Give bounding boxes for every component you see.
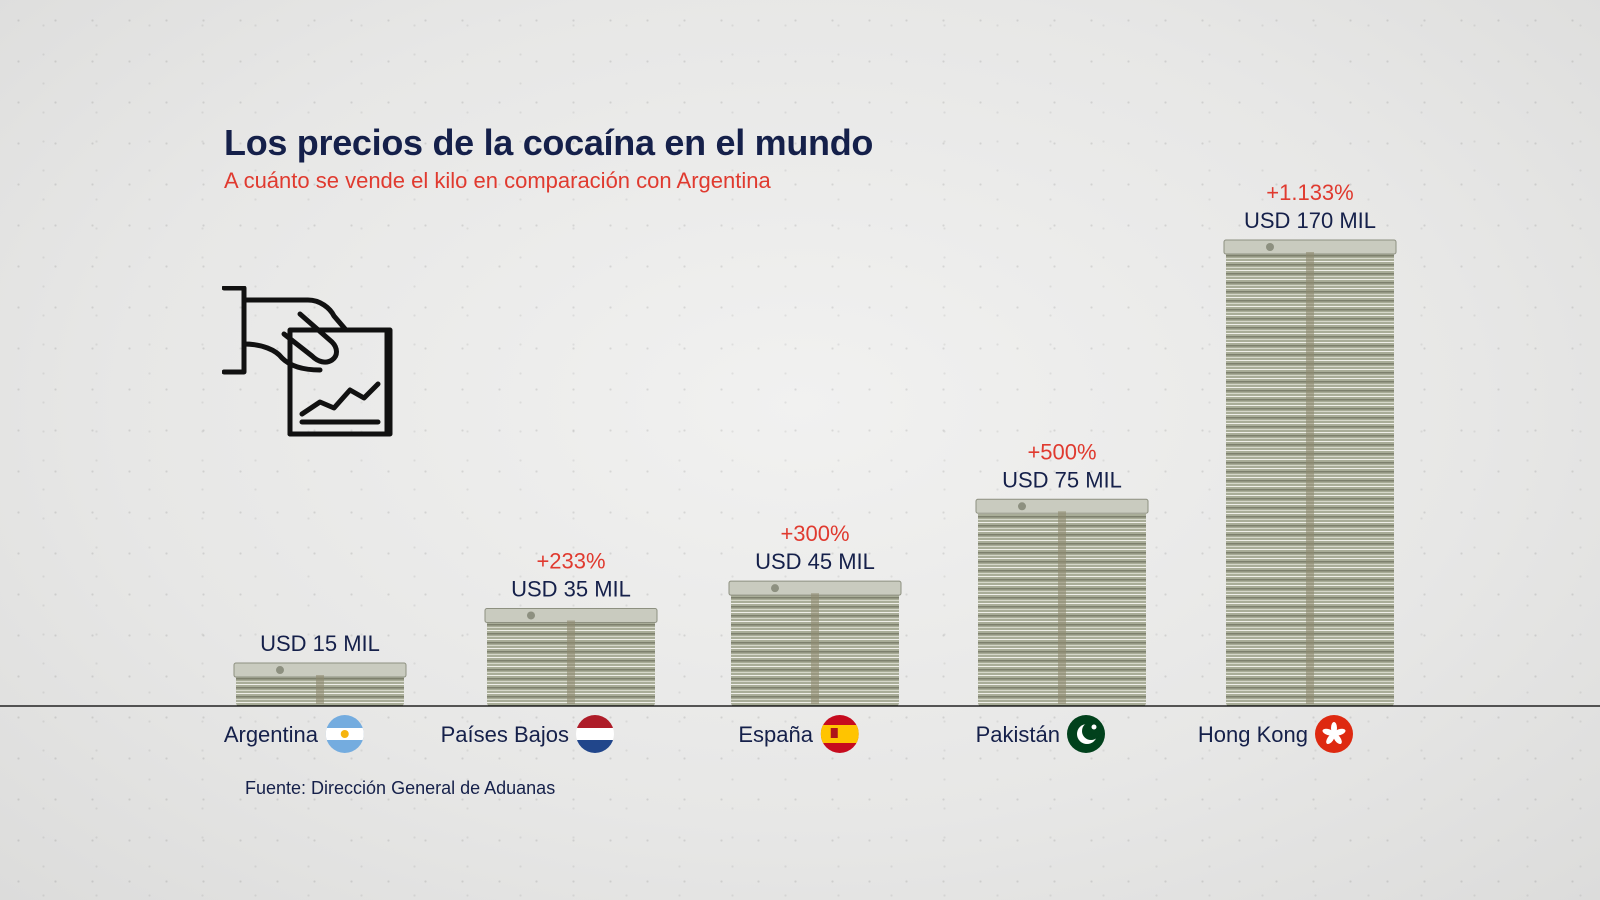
bar-top-bill-2	[728, 580, 902, 596]
chart-title: Los precios de la cocaína en el mundo	[224, 122, 874, 163]
bill-portrait-0	[276, 666, 284, 675]
value-label-3: USD 75 MIL	[1002, 467, 1122, 492]
value-label-0: USD 15 MIL	[260, 631, 380, 656]
chart-subtitle: A cuánto se vende el kilo en comparación…	[224, 168, 771, 193]
bar-strap-1	[567, 620, 575, 704]
pct-label-3: +500%	[1027, 439, 1096, 464]
value-label-1: USD 35 MIL	[511, 576, 631, 601]
bill-portrait-3	[1018, 502, 1026, 511]
category-label-0: Argentina	[224, 722, 319, 747]
pct-label-1: +233%	[536, 548, 605, 573]
bar-strap-4	[1306, 252, 1314, 704]
pakistan-flag-icon	[1067, 715, 1105, 753]
value-label-4: USD 170 MIL	[1244, 208, 1376, 233]
bar-strap-2	[811, 593, 819, 704]
bar-top-bill-3	[975, 498, 1149, 514]
category-label-2: España	[738, 722, 813, 747]
bill-portrait-1	[527, 611, 535, 620]
category-label-4: Hong Kong	[1198, 722, 1308, 747]
source-note: Fuente: Dirección General de Aduanas	[245, 778, 556, 798]
bill-portrait-4	[1266, 243, 1274, 251]
bars-group	[233, 239, 1397, 706]
netherlands-flag-icon	[576, 715, 614, 753]
bar-strap-0	[316, 675, 324, 704]
spain-flag-icon	[820, 715, 859, 753]
hand-drawing-chart-icon	[222, 286, 393, 437]
argentina-flag-icon	[325, 715, 364, 753]
value-label-2: USD 45 MIL	[755, 549, 875, 574]
hong-kong-flag-icon	[1315, 715, 1353, 753]
bar-top-bill-4	[1223, 239, 1397, 255]
bar-top-bill-0	[233, 662, 407, 678]
labels-group: USD 15 MIL Argentina USD 35 MIL +233% Países…	[224, 180, 1376, 753]
bar-strap-3	[1058, 511, 1066, 704]
bill-portrait-2	[771, 584, 779, 593]
pct-label-4: +1.133%	[1266, 180, 1353, 205]
pct-label-2: +300%	[780, 521, 849, 546]
category-label-3: Pakistán	[976, 722, 1060, 747]
category-label-1: Países Bajos	[441, 722, 569, 747]
bar-top-bill-1	[484, 607, 658, 623]
